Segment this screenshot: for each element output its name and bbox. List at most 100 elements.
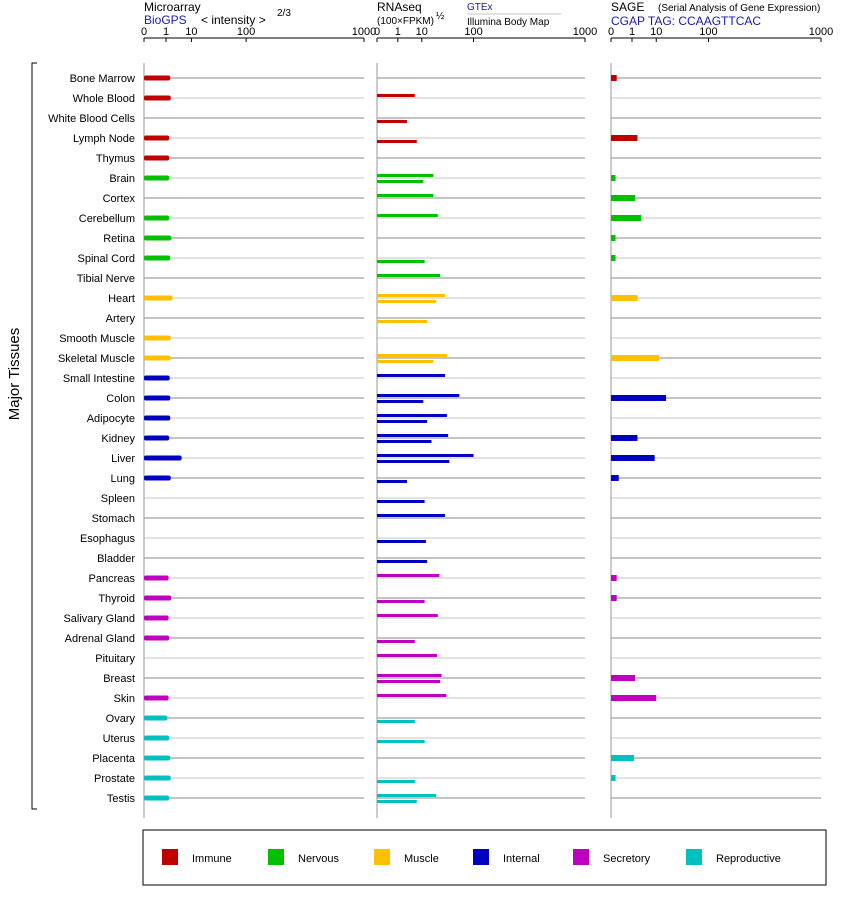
bar bbox=[377, 294, 446, 297]
tissue-label: Tibial Nerve bbox=[77, 273, 135, 285]
bar bbox=[377, 800, 417, 803]
bar bbox=[377, 420, 428, 423]
tissue-label: Lung bbox=[111, 473, 135, 485]
tissue-label: Salivary Gland bbox=[63, 613, 135, 625]
bar bbox=[144, 355, 171, 361]
tick-label: 10 bbox=[650, 26, 662, 38]
bar bbox=[377, 640, 415, 643]
bar bbox=[144, 575, 169, 581]
bar bbox=[144, 455, 182, 461]
bar bbox=[144, 595, 172, 601]
bar bbox=[611, 215, 642, 221]
tissue-label: Heart bbox=[108, 293, 135, 305]
bar bbox=[144, 615, 169, 621]
bar bbox=[377, 780, 415, 783]
tissue-label: Esophagus bbox=[80, 533, 136, 545]
legend-swatch bbox=[268, 849, 284, 865]
bar bbox=[377, 680, 441, 683]
tick-label: 0 bbox=[374, 26, 380, 38]
legend-swatch bbox=[573, 849, 589, 865]
panel-subtitle: CGAP TAG: CCAAGTTCAC bbox=[611, 14, 761, 28]
tissue-label: Skeletal Muscle bbox=[58, 353, 135, 365]
bar bbox=[144, 95, 171, 101]
bar bbox=[377, 694, 447, 697]
tissue-label: Retina bbox=[103, 233, 136, 245]
bar bbox=[377, 180, 424, 183]
tissue-label: Spinal Cord bbox=[78, 253, 135, 265]
tissue-label: Artery bbox=[106, 313, 136, 325]
panel-subtitle: (100×FPKM) bbox=[377, 16, 434, 27]
legend-label: Immune bbox=[192, 853, 232, 865]
bar bbox=[611, 575, 617, 581]
bar bbox=[611, 695, 657, 701]
legend-label: Muscle bbox=[404, 853, 439, 865]
legend-label: Reproductive bbox=[716, 853, 781, 865]
tissue-label: Kidney bbox=[101, 433, 135, 445]
y-axis-label: Major Tissues bbox=[6, 328, 23, 421]
bar bbox=[377, 614, 438, 617]
tick-label: 1000 bbox=[809, 26, 833, 38]
bar bbox=[144, 635, 170, 641]
tissue-label: Testis bbox=[107, 793, 136, 805]
legend-label: Secretory bbox=[603, 853, 651, 865]
bar bbox=[377, 260, 425, 263]
tick-label: 1000 bbox=[352, 26, 376, 38]
bar bbox=[377, 174, 434, 177]
source-a-label: GTEx bbox=[467, 2, 493, 13]
bar bbox=[377, 454, 474, 457]
tick-label: 100 bbox=[464, 26, 482, 38]
bar bbox=[377, 574, 440, 577]
tick-label: 1000 bbox=[573, 26, 597, 38]
bar bbox=[144, 475, 171, 481]
tick-label: 0 bbox=[608, 26, 614, 38]
bar bbox=[377, 400, 424, 403]
tissue-label: Small Intestine bbox=[63, 373, 135, 385]
bar bbox=[611, 755, 634, 761]
bar bbox=[611, 235, 616, 241]
bar bbox=[144, 695, 169, 701]
bar bbox=[377, 120, 407, 123]
legend-box bbox=[142, 829, 827, 886]
bar bbox=[144, 795, 170, 801]
bar bbox=[611, 195, 636, 201]
tissue-label: Adrenal Gland bbox=[65, 633, 135, 645]
tissue-label: Prostate bbox=[94, 773, 135, 785]
tissue-label: Bladder bbox=[97, 553, 135, 565]
scale-exponent: 2/3 bbox=[277, 8, 291, 19]
bar bbox=[377, 274, 441, 277]
bar bbox=[144, 715, 168, 721]
tissue-label: Colon bbox=[106, 393, 135, 405]
tissue-label: White Blood Cells bbox=[48, 113, 135, 125]
bar bbox=[611, 675, 636, 681]
tissue-label: Ovary bbox=[106, 713, 136, 725]
bar bbox=[611, 475, 619, 481]
bar bbox=[377, 434, 449, 437]
bar bbox=[377, 374, 446, 377]
tick-label: 0 bbox=[141, 26, 147, 38]
tissue-label: Spleen bbox=[101, 493, 135, 505]
panel-title-note: (Serial Analysis of Gene Expression) bbox=[658, 3, 820, 14]
bar bbox=[377, 674, 442, 677]
bar bbox=[611, 395, 667, 401]
tissue-bracket bbox=[31, 62, 37, 810]
bar bbox=[144, 395, 171, 401]
source-b-label: Illumina Body Map bbox=[467, 17, 550, 28]
bar bbox=[377, 500, 425, 503]
bar bbox=[377, 354, 447, 357]
bar bbox=[377, 140, 417, 143]
legend-swatch bbox=[473, 849, 489, 865]
tissue-label: Bone Marrow bbox=[70, 73, 135, 85]
bar bbox=[144, 295, 173, 301]
legend-swatch bbox=[686, 849, 702, 865]
bar bbox=[144, 255, 171, 261]
tick-label: 1 bbox=[163, 26, 169, 38]
bar bbox=[611, 175, 616, 181]
bar bbox=[377, 480, 407, 483]
panel-title: SAGE bbox=[611, 0, 644, 14]
tissue-label: Whole Blood bbox=[73, 93, 135, 105]
tissue-label: Lymph Node bbox=[73, 133, 135, 145]
bar bbox=[377, 300, 437, 303]
bar bbox=[144, 235, 172, 241]
tissue-label: Uterus bbox=[103, 733, 136, 745]
bar bbox=[377, 794, 437, 797]
